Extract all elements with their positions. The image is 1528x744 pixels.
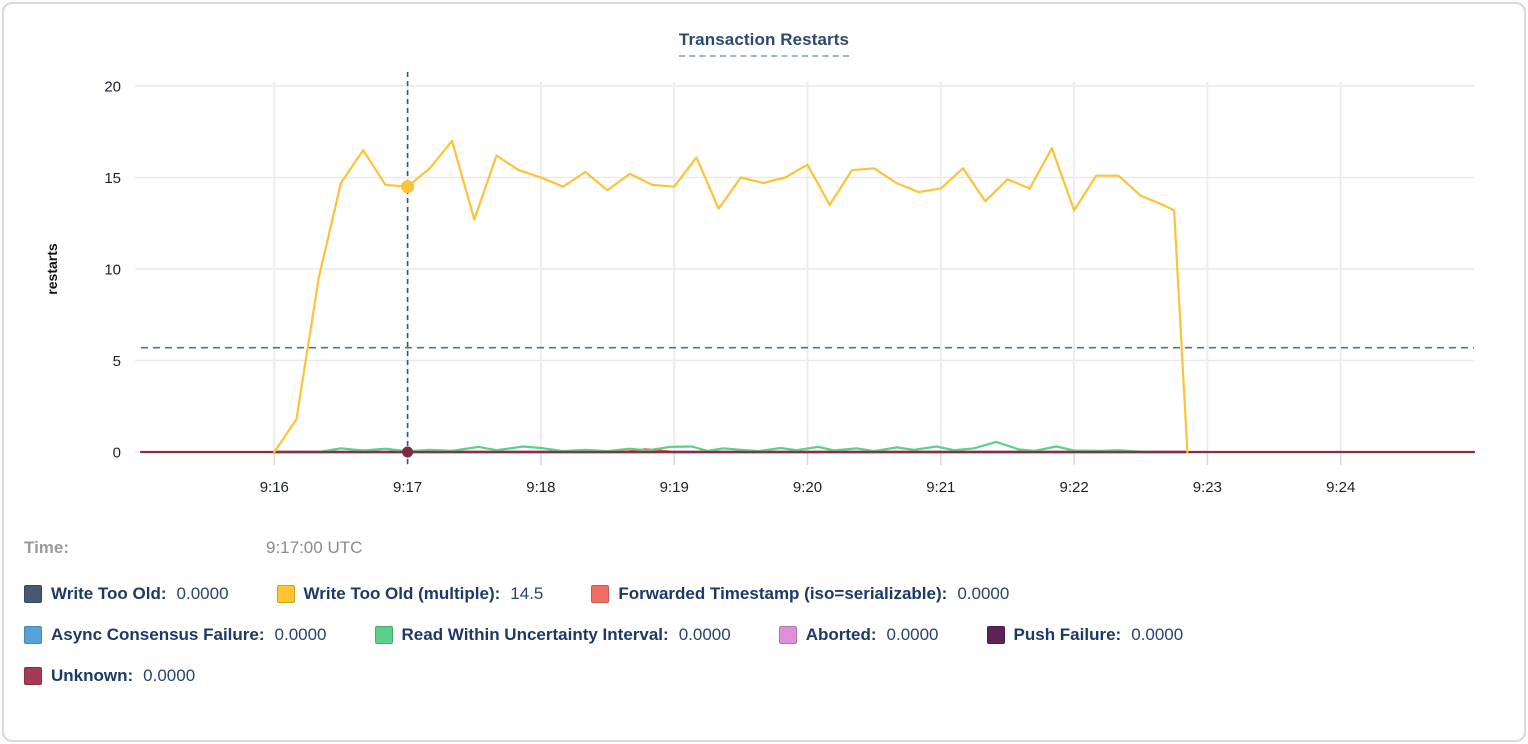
legend-label: Write Too Old (multiple): (303, 584, 501, 603)
legend-item: Read Within Uncertainty Interval: 0.0000 (374, 625, 731, 645)
legend-label: Forwarded Timestamp (iso=serializable): (618, 584, 948, 603)
legend-label: Write Too Old: (51, 584, 167, 603)
y-tick-label: 5 (113, 353, 121, 370)
legend-label: Aborted: (805, 625, 877, 644)
x-tick-label: 9:20 (793, 479, 822, 496)
legend-item: Async Consensus Failure: 0.0000 (24, 625, 327, 645)
y-tick-label: 15 (104, 170, 121, 187)
legend-row: Unknown: 0.0000 (24, 666, 1514, 686)
legend-value: 0.0000 (957, 584, 1010, 603)
x-tick-label: 9:22 (1059, 479, 1088, 496)
legend-value: 14.5 (510, 584, 544, 603)
y-tick-label: 20 (104, 79, 121, 96)
chart-title-wrap: Transaction Restarts (4, 30, 1524, 57)
legend-color-swatch (591, 585, 610, 603)
legend-row: Write Too Old: 0.0000 Write Too Old (multi… (24, 584, 1514, 604)
series-line-write-too-old-multiple (273, 139, 1189, 454)
legend-item: Write Too Old: 0.0000 (24, 584, 229, 604)
legend-item: Unknown: 0.0000 (24, 666, 195, 686)
legend-color-swatch (24, 667, 42, 685)
legend-item: Aborted: 0.0000 (778, 625, 939, 645)
legend-color-swatch (24, 626, 42, 644)
legend-item: Push Failure: 0.0000 (986, 625, 1184, 645)
legend-rows: Write Too Old: 0.0000 Write Too Old (multi… (24, 584, 1514, 686)
hover-point-write-too-old-multiple (401, 180, 415, 194)
legend-color-swatch (986, 626, 1005, 644)
legend-color-swatch (24, 585, 42, 603)
legend-color-swatch (276, 585, 295, 603)
time-label: Time: (24, 538, 70, 557)
legend-value: 0.0000 (1131, 625, 1184, 644)
x-tick-label: 9:17 (393, 479, 422, 496)
y-tick-label: 0 (113, 445, 121, 462)
legend-value: 0.0000 (176, 584, 229, 603)
legend-row: Async Consensus Failure: 0.0000 Read Withi… (24, 625, 1514, 645)
hover-legend: Time: 9:17:00 UTC Write Too Old: 0.0000 Wri… (24, 538, 1514, 707)
x-tick-label: 9:19 (660, 479, 689, 496)
legend-item: Forwarded Timestamp (iso=serializable): 0… (591, 584, 1009, 604)
legend-label: Read Within Uncertainty Interval: (401, 625, 669, 644)
legend-color-swatch (374, 626, 393, 644)
legend-color-swatch (778, 626, 797, 644)
legend-label: Push Failure: (1013, 625, 1122, 644)
x-tick-label: 9:24 (1326, 479, 1355, 496)
legend-value: 0.0000 (143, 666, 196, 685)
chart-title[interactable]: Transaction Restarts (678, 30, 850, 57)
hover-point-unknown (402, 446, 414, 458)
legend-label: Unknown: (51, 666, 134, 685)
legend-item: Write Too Old (multiple): 14.5 (276, 584, 544, 604)
legend-value: 0.0000 (678, 625, 731, 644)
transaction-restarts-chart[interactable]: 0 5 10 15 20 9:16 9:17 9:18 9:19 9:20 9:21 9:22 9:23… (4, 4, 1526, 519)
time-value: 9:17:00 UTC (266, 538, 363, 557)
x-tick-label: 9:16 (260, 479, 289, 496)
y-tick-label: 10 (104, 262, 121, 279)
x-tick-label: 9:21 (926, 479, 955, 496)
hover-time-row: Time: 9:17:00 UTC (24, 538, 1514, 558)
x-tick-label: 9:23 (1193, 479, 1222, 496)
legend-value: 0.0000 (886, 625, 939, 644)
x-tick-label: 9:18 (526, 479, 555, 496)
legend-label: Async Consensus Failure: (51, 625, 265, 644)
legend-value: 0.0000 (274, 625, 327, 644)
